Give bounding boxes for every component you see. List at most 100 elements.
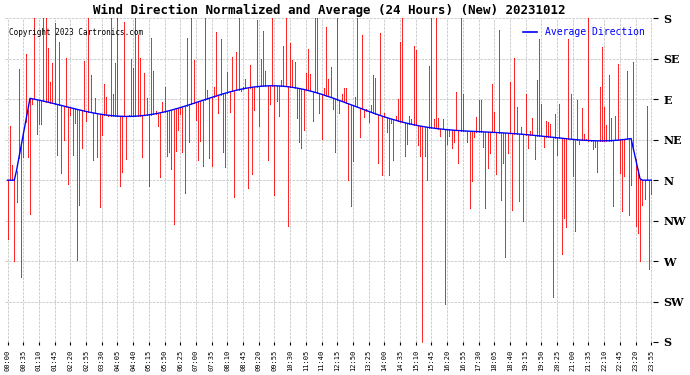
Point xyxy=(233,15,244,21)
Point xyxy=(422,177,433,183)
Point xyxy=(117,170,128,176)
Point xyxy=(489,110,500,116)
Point xyxy=(623,213,634,219)
Point xyxy=(103,113,114,119)
Point xyxy=(366,102,377,108)
Point xyxy=(417,339,428,345)
Point xyxy=(224,110,235,116)
Point xyxy=(500,255,511,261)
Point xyxy=(509,56,520,62)
Point xyxy=(321,24,332,30)
Point xyxy=(47,60,58,66)
Point xyxy=(22,154,33,160)
Point xyxy=(92,154,103,160)
Point xyxy=(74,202,85,208)
Point xyxy=(148,68,159,74)
Point xyxy=(617,208,628,214)
Point xyxy=(628,59,639,65)
Point xyxy=(40,15,51,21)
Point xyxy=(619,172,630,178)
Point xyxy=(2,236,13,242)
Point xyxy=(11,199,22,205)
Point xyxy=(179,190,190,196)
Point xyxy=(87,157,98,163)
Point xyxy=(110,60,121,66)
Point xyxy=(397,15,408,21)
Point xyxy=(318,85,329,91)
Point xyxy=(549,111,560,117)
Point xyxy=(592,169,603,175)
Point xyxy=(560,224,571,230)
Point xyxy=(576,105,587,111)
Point xyxy=(540,118,551,124)
Point xyxy=(520,91,531,97)
Point xyxy=(105,15,116,21)
Point xyxy=(464,205,475,211)
Point xyxy=(375,30,386,36)
Point xyxy=(408,43,419,49)
Point xyxy=(269,192,280,198)
Point xyxy=(204,154,215,160)
Point xyxy=(415,153,426,159)
Point xyxy=(594,84,605,90)
Point xyxy=(282,223,293,229)
Point xyxy=(343,177,354,183)
Point xyxy=(554,101,565,107)
Point xyxy=(411,47,422,53)
Point xyxy=(386,120,397,126)
Point xyxy=(462,139,473,145)
Point xyxy=(551,152,562,158)
Point xyxy=(323,75,334,81)
Point xyxy=(428,116,440,122)
Point xyxy=(413,142,424,148)
Point xyxy=(511,104,522,110)
Point xyxy=(590,144,601,150)
Point xyxy=(114,183,125,189)
Point xyxy=(314,110,325,116)
Point xyxy=(99,81,110,87)
Point xyxy=(246,171,257,177)
Point xyxy=(563,36,574,42)
Point xyxy=(527,115,538,121)
Point xyxy=(529,156,540,162)
Point xyxy=(431,15,442,21)
Point xyxy=(567,173,578,179)
Point xyxy=(42,45,53,51)
Point xyxy=(262,157,273,163)
Point xyxy=(199,15,210,21)
Point xyxy=(334,110,345,116)
Point xyxy=(538,144,549,150)
Point xyxy=(518,217,529,223)
Point xyxy=(614,170,625,176)
Point xyxy=(15,274,26,280)
Point xyxy=(612,61,623,67)
Point xyxy=(139,70,150,76)
Point xyxy=(193,158,204,164)
Point xyxy=(72,257,83,263)
Point xyxy=(486,81,497,87)
Point xyxy=(475,98,486,104)
Point xyxy=(85,72,96,78)
Point xyxy=(45,79,56,85)
Point xyxy=(144,183,155,189)
Title: Wind Direction Normalized and Average (24 Hours) (New) 20231012: Wind Direction Normalized and Average (2… xyxy=(93,4,566,17)
Point xyxy=(610,113,621,119)
Point xyxy=(108,90,119,96)
Point xyxy=(565,91,576,97)
Point xyxy=(357,32,368,38)
Point xyxy=(603,72,614,78)
Point xyxy=(83,15,94,21)
Point xyxy=(361,106,372,112)
Point xyxy=(33,121,44,127)
Point xyxy=(377,172,388,178)
Point xyxy=(325,64,336,70)
Point xyxy=(67,152,78,158)
Point xyxy=(81,118,92,124)
Point xyxy=(177,149,188,155)
Point xyxy=(506,207,518,213)
Point xyxy=(466,178,477,184)
Point xyxy=(581,136,592,142)
Point xyxy=(493,27,504,33)
Point xyxy=(197,163,208,169)
Point xyxy=(578,131,589,137)
